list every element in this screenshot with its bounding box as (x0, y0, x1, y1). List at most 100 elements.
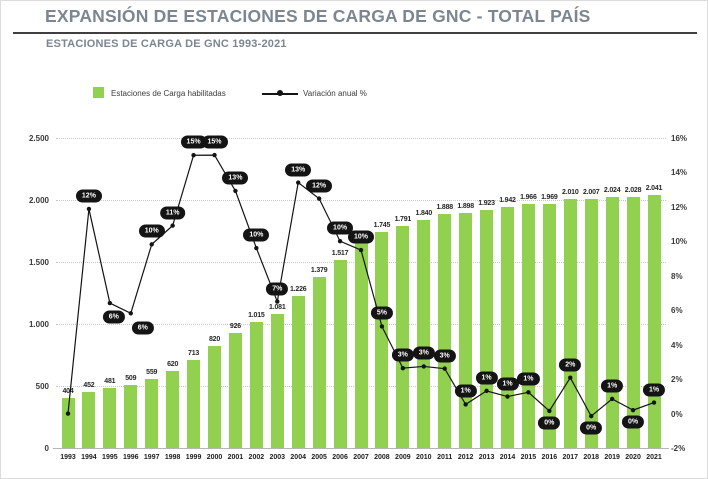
bar-value-2001: 926 (229, 323, 241, 331)
bar-1996 (124, 384, 138, 448)
bar-value-2013: 1.923 (478, 199, 495, 207)
bar-2007 (354, 242, 368, 448)
bar-value-2018: 2.007 (582, 189, 600, 197)
bar-2012 (459, 212, 473, 448)
pct-bubble-2015: 1% (517, 372, 540, 386)
bar-2003 (270, 313, 284, 448)
left-axis-tick-1500: 1.500 (28, 258, 49, 267)
right-axis-tick-12: 12% (671, 202, 688, 212)
left-axis-tick-2000: 2.000 (28, 196, 49, 205)
bar-value-2020: 2.028 (624, 186, 642, 194)
bar-value-2015: 1.966 (520, 194, 537, 202)
pct-bubble-1997: 10% (138, 224, 165, 238)
bar-value-2006: 1.517 (331, 249, 349, 257)
x-axis-year-1999: 1999 (185, 454, 202, 461)
bar-2010 (417, 219, 431, 448)
line-point-1998 (170, 223, 175, 228)
line-point-1996 (128, 311, 133, 316)
legend-bar-swatch (93, 87, 104, 98)
x-axis-year-2003: 2003 (269, 454, 286, 461)
x-axis-year-2007: 2007 (353, 454, 369, 461)
pct-bubble-2008: 5% (370, 306, 393, 320)
pct-bubble-2018: 0% (580, 421, 603, 435)
x-axis-year-2017: 2017 (562, 454, 579, 461)
line-point-2001 (233, 188, 238, 194)
page-title: EXPANSIÓN DE ESTACIONES DE CARGA DE GNC … (45, 6, 591, 26)
pct-bubble-1994: 12% (75, 189, 102, 203)
line-point-2000 (212, 152, 217, 158)
bar-2002 (249, 322, 263, 448)
x-axis-year-1996: 1996 (122, 454, 139, 461)
pct-bubble-2004: 13% (285, 163, 312, 177)
x-axis-line (53, 448, 669, 449)
pct-bubble-2000: 15% (201, 135, 228, 149)
bar-2011 (438, 213, 452, 448)
line-point-1999 (191, 153, 196, 158)
left-axis-tick-0: 0 (44, 444, 49, 453)
right-axis-tick-10: 10% (671, 237, 688, 247)
legend-line-dot-icon (277, 90, 283, 96)
pct-bubble-2010: 3% (412, 346, 435, 360)
x-axis-year-2014: 2014 (499, 454, 516, 461)
bar-value-2014: 1.942 (499, 197, 516, 205)
bar-2000 (208, 346, 221, 448)
pct-bubble-2017: 2% (559, 358, 582, 372)
bar-value-1999: 713 (188, 349, 200, 357)
x-axis-year-2018: 2018 (583, 454, 599, 461)
chart-subtitle: ESTACIONES DE CARGA DE GNC 1993-2021 (46, 38, 287, 50)
x-axis-year-2002: 2002 (248, 454, 265, 461)
x-axis-year-1998: 1998 (164, 454, 181, 461)
bar-1995 (103, 388, 117, 448)
pct-bubble-2002: 10% (243, 228, 270, 242)
bar-1997 (145, 378, 159, 448)
bar-value-2019: 2.024 (603, 187, 621, 195)
x-axis-year-1994: 1994 (81, 454, 97, 461)
x-axis-year-2015: 2015 (520, 454, 537, 461)
bar-value-1998: 620 (167, 361, 179, 369)
pct-bubble-2003: 7% (266, 282, 289, 296)
bar-2006 (333, 259, 347, 448)
x-axis-year-2005: 2005 (311, 454, 327, 461)
bar-value-1995: 481 (104, 378, 116, 386)
right-axis-tick-16: 16% (671, 134, 688, 143)
bar-value-1993: 404 (62, 387, 74, 395)
x-axis-year-1995: 1995 (102, 454, 118, 461)
x-axis-year-2004: 2004 (290, 454, 306, 461)
right-axis-tick-8: 8% (671, 271, 683, 281)
left-axis-tick-500: 500 (35, 382, 49, 391)
right-axis-tick-14: 14% (671, 168, 688, 178)
bar-value-2011: 1.888 (436, 203, 453, 211)
x-axis-year-1997: 1997 (143, 454, 160, 461)
x-axis-year-2001: 2001 (227, 454, 244, 461)
pct-bubble-2016: 0% (538, 416, 561, 430)
pct-bubble-2011: 3% (433, 349, 456, 363)
x-axis-year-2016: 2016 (541, 454, 558, 461)
bar-value-2002: 1.015 (248, 312, 265, 320)
line-point-2004 (296, 180, 301, 185)
right-axis-tick-6: 6% (671, 306, 683, 316)
gridline-2500 (56, 138, 666, 139)
bar-2014 (501, 207, 514, 448)
x-axis-year-2012: 2012 (457, 454, 474, 461)
bar-2015 (521, 204, 535, 448)
pct-bubble-2005: 12% (306, 179, 333, 193)
line-point-2006 (337, 239, 343, 244)
bar-value-2008: 1.745 (373, 221, 391, 229)
x-axis-year-2010: 2010 (415, 454, 432, 461)
bar-2018 (584, 199, 598, 448)
bar-1993 (61, 397, 75, 448)
bar-value-2017: 2.010 (562, 188, 579, 196)
bar-value-2004: 1.226 (289, 285, 307, 293)
bar-value-1997: 559 (146, 368, 158, 376)
left-axis-tick-1000: 1.000 (28, 320, 49, 329)
right-axis-tick-0: 0% (671, 409, 683, 419)
x-axis-year-2020: 2020 (625, 454, 641, 461)
pct-bubble-2001: 13% (222, 171, 249, 185)
bar-value-2012: 1.898 (457, 202, 474, 210)
pct-bubble-2019: 1% (601, 379, 624, 393)
bar-2016 (542, 203, 556, 448)
pct-bubble-2009: 3% (391, 348, 414, 362)
right-axis-tick-4: 4% (671, 340, 683, 350)
pct-bubble-2020: 0% (622, 415, 645, 429)
pct-bubble-2014: 1% (496, 377, 519, 391)
